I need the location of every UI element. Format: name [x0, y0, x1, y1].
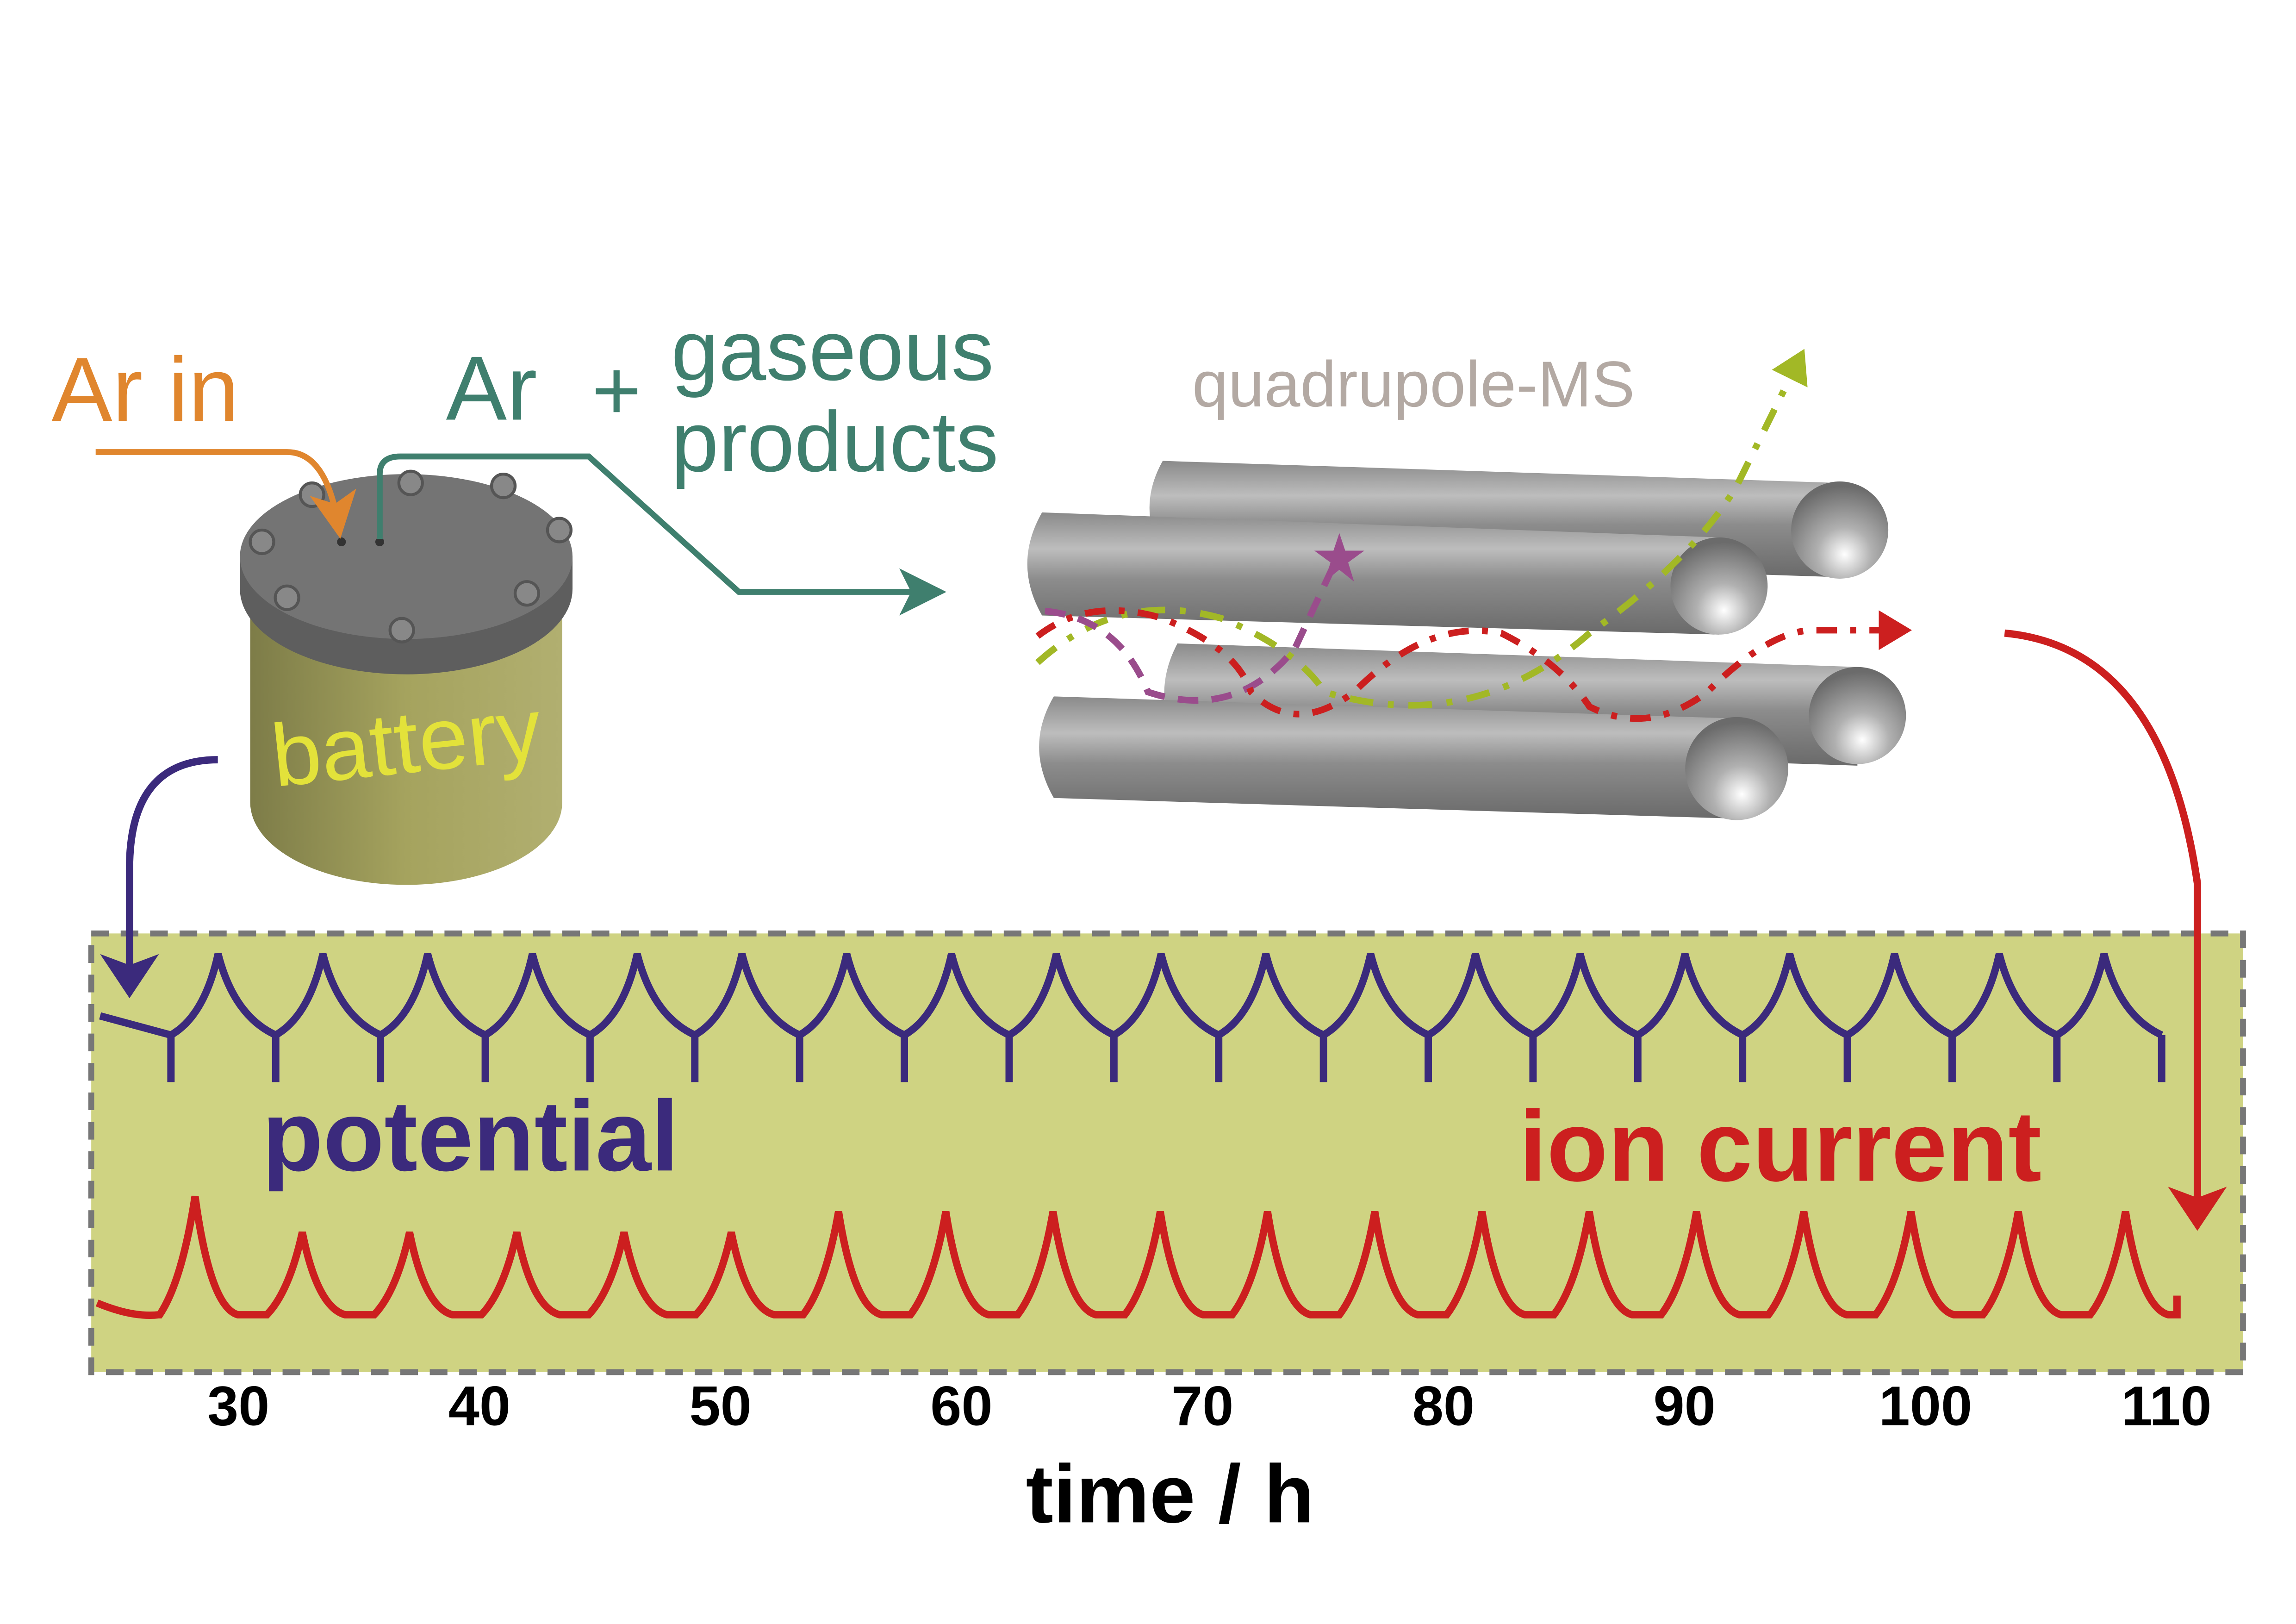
- green-ion-path: [1035, 349, 1808, 709]
- potential-arrow: [100, 756, 218, 999]
- ion-current-label: ion current: [1519, 1090, 2041, 1202]
- quadrupole-rods: [1027, 461, 1906, 820]
- x-tick-label: 90: [1653, 1375, 1715, 1437]
- gaseous-label: gaseous: [671, 303, 994, 399]
- ar-in-label: Ar in: [51, 339, 239, 441]
- x-tick-label: 70: [1171, 1375, 1233, 1437]
- x-tick-label: 100: [1879, 1375, 1972, 1437]
- x-tick-label: 50: [689, 1375, 751, 1437]
- plus-label: +: [591, 343, 641, 438]
- x-tick-label: 110: [2122, 1375, 2212, 1437]
- potential-trace: [99, 953, 2164, 1039]
- potential-label: potential: [262, 1080, 679, 1192]
- products-label: products: [671, 394, 998, 490]
- battery-cell: battery: [240, 469, 573, 885]
- ar-label: Ar: [446, 337, 537, 439]
- x-axis-label: time / h: [1026, 1448, 1314, 1540]
- ion-current-arrow: [2004, 629, 2227, 1231]
- ion-current-trace: [95, 1195, 2181, 1319]
- ar-in-arrow: [95, 449, 356, 539]
- red-ion-path: [1035, 607, 1912, 722]
- star-icon: [1314, 533, 1364, 582]
- x-tick-label: 80: [1412, 1375, 1475, 1437]
- x-tick-label: 40: [448, 1375, 510, 1437]
- gas-out-arrow: [377, 453, 946, 616]
- x-tick-label: 30: [207, 1375, 269, 1437]
- quadrupole-ms-label: quadrupole-MS: [1192, 348, 1635, 420]
- x-tick-label: 60: [930, 1375, 992, 1437]
- purple-ion-path: [1045, 558, 1340, 704]
